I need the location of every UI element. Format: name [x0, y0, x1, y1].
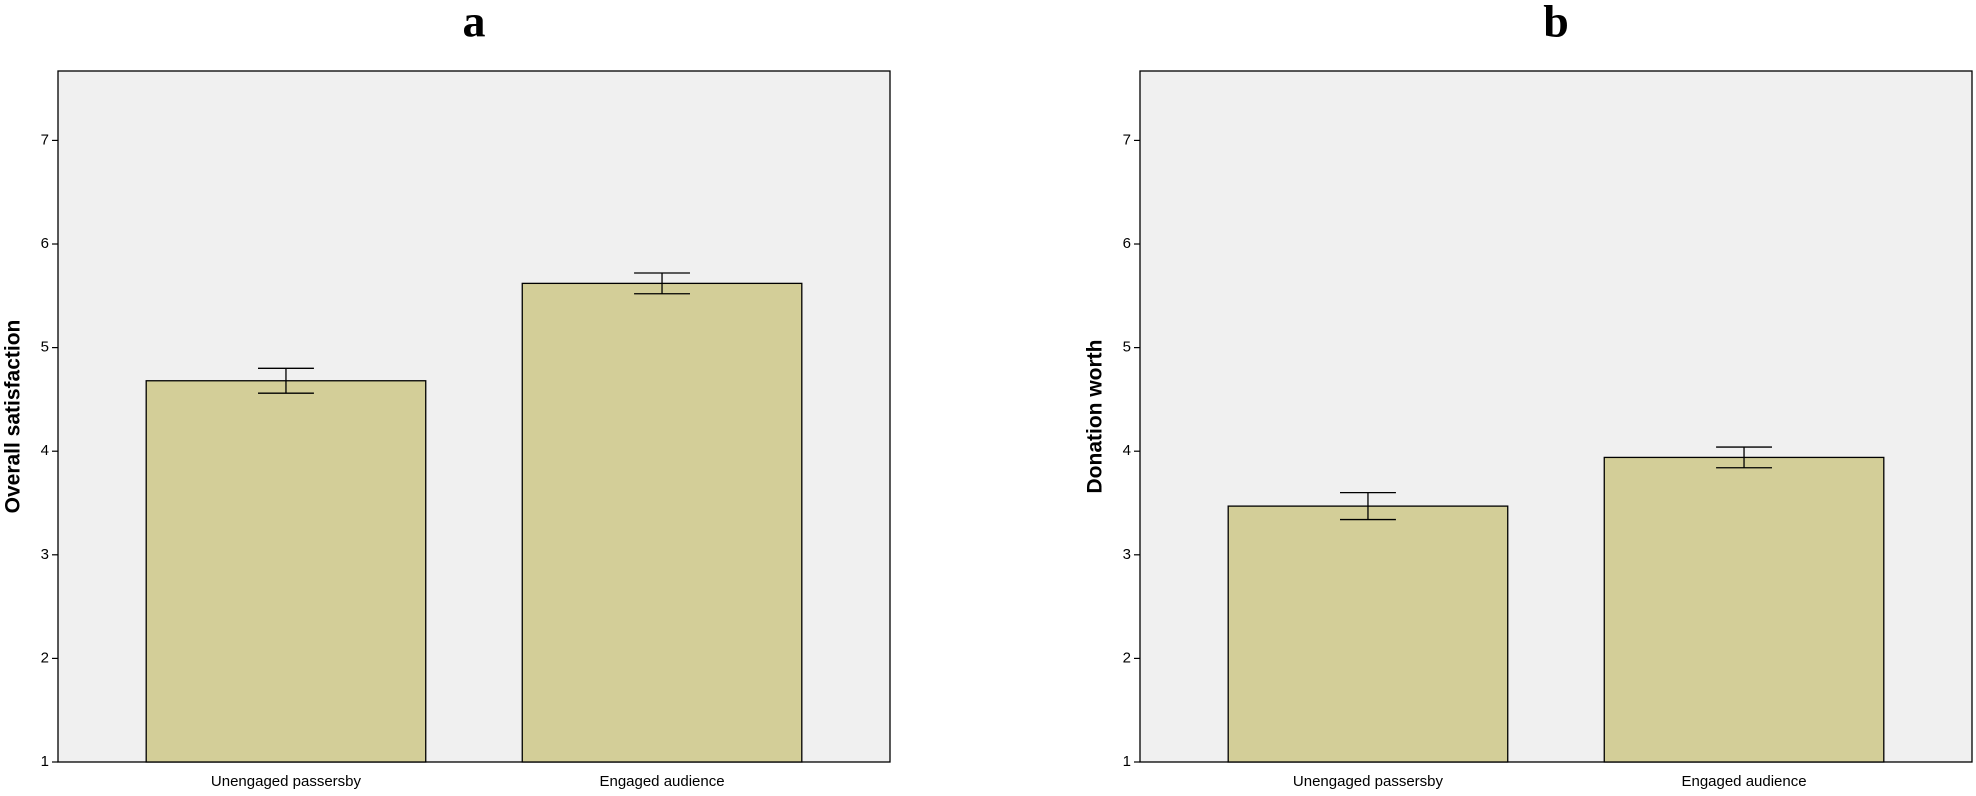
y-axis-label: Overall satisfaction — [2, 320, 25, 514]
error-bar — [258, 367, 314, 394]
y-axis-label: Donation worth — [1084, 340, 1107, 494]
chart-title: b — [1543, 0, 1569, 47]
error-bar — [1716, 446, 1772, 469]
y-tick-label: 2 — [41, 649, 49, 666]
bar — [145, 380, 427, 763]
y-tick-label: 1 — [41, 753, 49, 770]
y-tick-label: 4 — [1123, 442, 1131, 459]
error-bar — [1340, 491, 1396, 521]
x-tick-label: Unengaged passersby — [211, 773, 362, 790]
y-tick-label: 6 — [41, 235, 49, 252]
bar — [1603, 456, 1885, 763]
y-tick-label: 4 — [41, 442, 49, 459]
error-bar — [634, 272, 690, 295]
y-tick-label: 1 — [1123, 753, 1131, 770]
y-tick-label: 2 — [1123, 649, 1131, 666]
bar — [1227, 505, 1509, 763]
x-tick-label: Unengaged passersby — [1293, 773, 1444, 790]
x-tick-label: Engaged audience — [599, 773, 724, 790]
x-tick-label: Engaged audience — [1681, 773, 1806, 790]
y-tick-label: 6 — [1123, 235, 1131, 252]
chart-title: a — [463, 0, 486, 47]
y-tick-label: 7 — [41, 131, 49, 148]
y-tick-label: 7 — [1123, 131, 1131, 148]
y-tick-label: 5 — [41, 339, 49, 356]
y-tick-label: 5 — [1123, 339, 1131, 356]
bar — [521, 282, 803, 763]
y-tick-label: 3 — [1123, 546, 1131, 563]
y-tick-label: 3 — [41, 546, 49, 563]
